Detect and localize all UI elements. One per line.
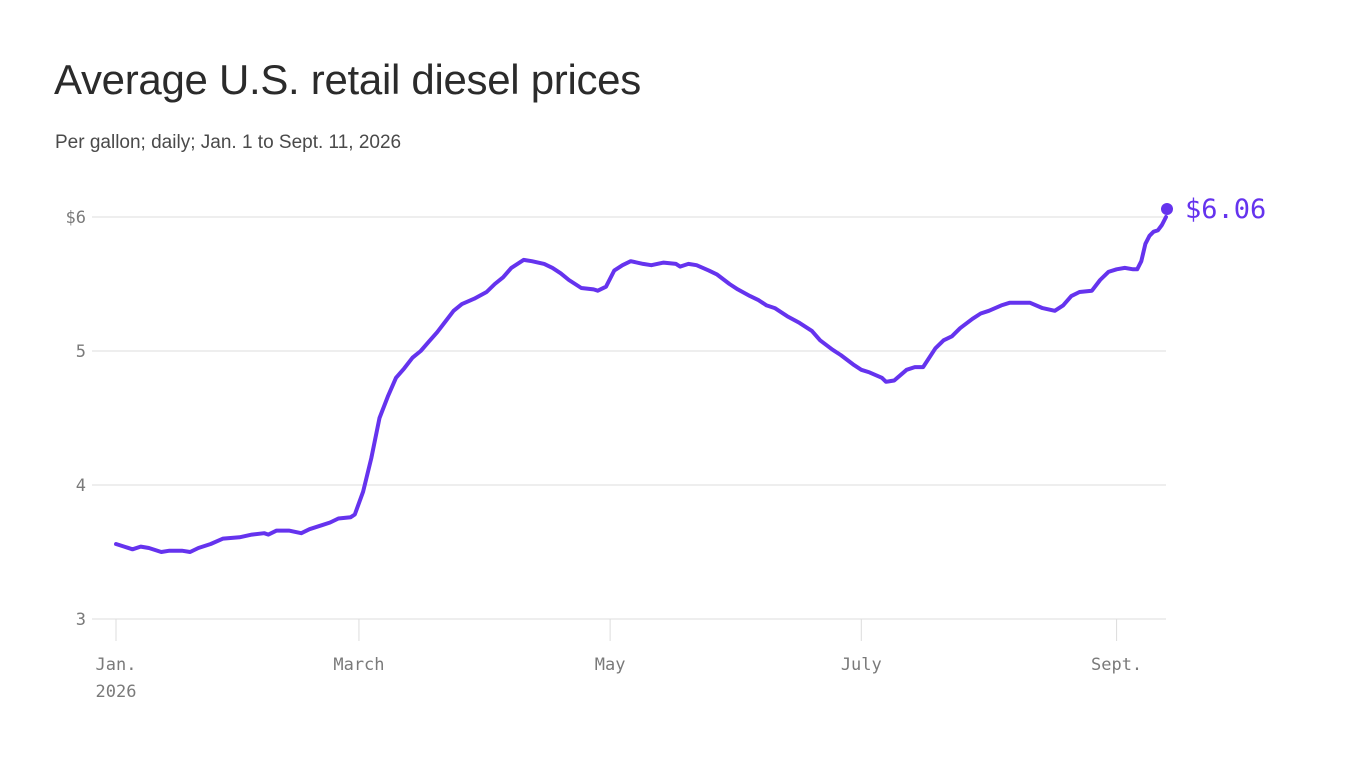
series-line <box>114 215 1168 554</box>
y-tick-label: 3 <box>76 610 86 630</box>
x-tick-sublabel: 2026 <box>96 682 137 702</box>
gridlines <box>92 216 1166 620</box>
y-tick-label: $6 <box>66 208 86 228</box>
x-tick-label: May <box>595 655 626 675</box>
y-axis-ticks: $6 5 4 3 <box>66 208 86 630</box>
x-tick-label: Sept. <box>1091 655 1142 675</box>
series-layer: $6.06 <box>114 194 1266 554</box>
x-axis-ticks: Jan. 2026 March May July Sept. <box>96 619 1142 702</box>
end-point-marker <box>1161 203 1173 215</box>
chart-title: Average U.S. retail diesel prices <box>54 56 641 103</box>
chart-subtitle: Per gallon; daily; Jan. 1 to Sept. 11, 2… <box>55 132 402 153</box>
x-tick-label: March <box>333 655 384 675</box>
y-tick-label: 5 <box>76 342 86 362</box>
x-tick-label: Jan. <box>96 655 137 675</box>
end-value-label: $6.06 <box>1185 194 1266 225</box>
y-tick-label: 4 <box>76 476 86 496</box>
x-tick-label: July <box>841 655 882 675</box>
